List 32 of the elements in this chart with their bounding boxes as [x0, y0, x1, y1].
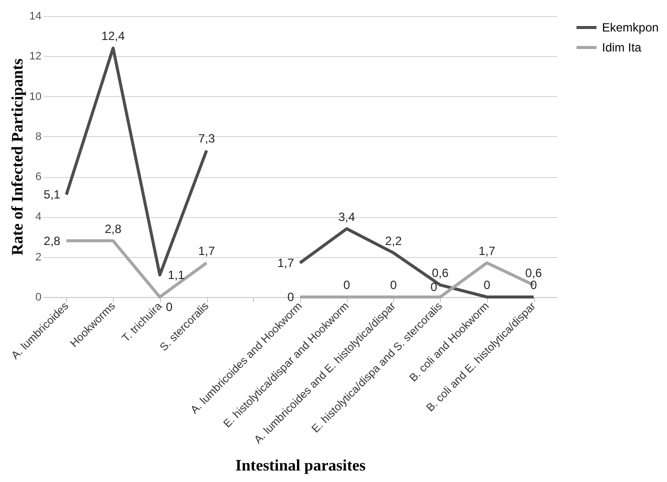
data-label: 1,7	[277, 256, 294, 270]
data-label: 5,1	[44, 188, 61, 202]
data-label: 0	[287, 290, 294, 304]
data-label: 7,3	[198, 131, 216, 146]
data-label: 0	[484, 278, 491, 292]
y-tick-label: 12	[29, 50, 42, 63]
data-label: 0	[390, 278, 398, 292]
data-label: 0	[166, 300, 173, 314]
y-tick-label: 4	[35, 211, 42, 224]
y-tick-label: 14	[29, 10, 42, 22]
y-tick-label: 0	[35, 292, 42, 304]
y-axis-title: Rate of Infected Participants	[9, 58, 26, 256]
legend-label: Ekemkpon	[602, 20, 659, 34]
y-tick-label: 2	[35, 251, 42, 264]
data-label: 0	[530, 278, 538, 292]
x-axis-title: Intestinal parasites	[235, 458, 366, 475]
data-label: 3,4	[338, 210, 356, 224]
data-label: 1,7	[478, 244, 496, 258]
y-tick-label: 10	[29, 90, 42, 103]
data-label: 1,7	[198, 244, 216, 258]
data-label: 2,8	[104, 222, 122, 236]
data-label: 0	[430, 280, 438, 294]
data-label: 0,6	[432, 266, 449, 280]
data-label: 2,2	[385, 234, 402, 248]
data-label: 0	[343, 278, 350, 292]
y-tick-label: 8	[35, 130, 42, 143]
data-label: 12,4	[101, 29, 126, 44]
legend-label: Idim Ita	[602, 40, 642, 54]
y-tick-label: 6	[35, 171, 42, 184]
data-label: 2,8	[44, 234, 61, 248]
data-label: 0,6	[525, 266, 542, 280]
data-label: 1,1	[168, 268, 185, 282]
